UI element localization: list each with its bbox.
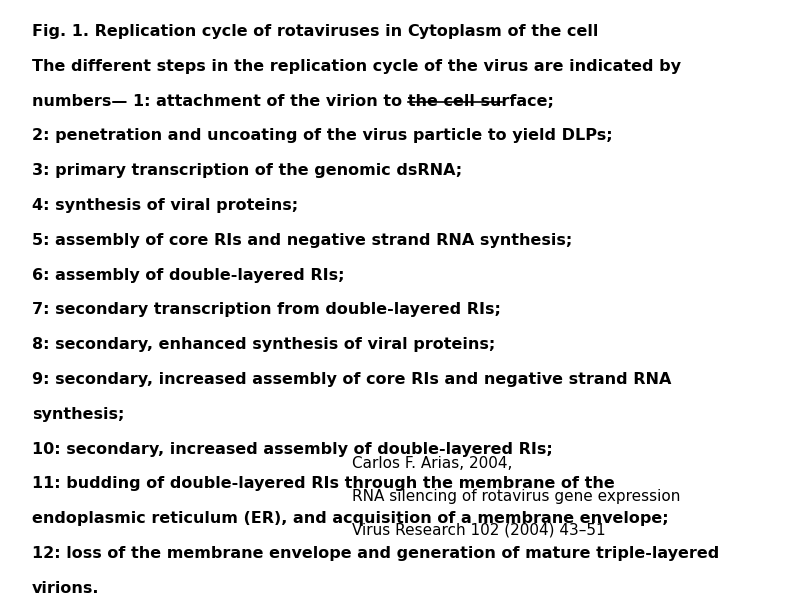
- Text: 3: primary transcription of the genomic dsRNA;: 3: primary transcription of the genomic …: [32, 163, 462, 178]
- Text: 11: budding of double-layered RIs through the membrane of the: 11: budding of double-layered RIs throug…: [32, 476, 614, 491]
- Text: Cytoplasm: Cytoplasm: [408, 24, 502, 39]
- Text: of the cell: of the cell: [502, 24, 599, 39]
- Text: 8: secondary, enhanced synthesis of viral proteins;: 8: secondary, enhanced synthesis of vira…: [32, 337, 495, 352]
- Text: 9: secondary, increased assembly of core RIs and negative strand RNA: 9: secondary, increased assembly of core…: [32, 372, 671, 387]
- Text: RNA silencing of rotavirus gene expression: RNA silencing of rotavirus gene expressi…: [352, 489, 680, 504]
- Text: endoplasmic reticulum (ER), and acquisition of a membrane envelope;: endoplasmic reticulum (ER), and acquisit…: [32, 511, 669, 526]
- Text: Virus Research 102 (2004) 43–51: Virus Research 102 (2004) 43–51: [352, 522, 606, 537]
- Text: 6: assembly of double-layered RIs;: 6: assembly of double-layered RIs;: [32, 268, 345, 283]
- Text: 10: secondary, increased assembly of double-layered RIs;: 10: secondary, increased assembly of dou…: [32, 442, 553, 457]
- Text: Carlos F. Arias, 2004,: Carlos F. Arias, 2004,: [352, 456, 512, 471]
- Text: numbers— 1: attachment of the virion to the cell surface;: numbers— 1: attachment of the virion to …: [32, 94, 554, 109]
- Text: 5: assembly of core RIs and negative strand RNA synthesis;: 5: assembly of core RIs and negative str…: [32, 233, 572, 248]
- Text: 4: synthesis of viral proteins;: 4: synthesis of viral proteins;: [32, 198, 298, 213]
- Text: 2: penetration and uncoating of the virus particle to yield DLPs;: 2: penetration and uncoating of the viru…: [32, 128, 613, 143]
- Text: Fig. 1. Replication cycle of rotaviruses in: Fig. 1. Replication cycle of rotaviruses…: [32, 24, 408, 39]
- Text: The different steps in the replication cycle of the virus are indicated by: The different steps in the replication c…: [32, 59, 681, 74]
- Text: virions.: virions.: [32, 581, 99, 596]
- Text: 12: loss of the membrane envelope and generation of mature triple-layered: 12: loss of the membrane envelope and ge…: [32, 546, 719, 561]
- Text: 7: secondary transcription from double-layered RIs;: 7: secondary transcription from double-l…: [32, 302, 501, 317]
- Text: synthesis;: synthesis;: [32, 407, 124, 422]
